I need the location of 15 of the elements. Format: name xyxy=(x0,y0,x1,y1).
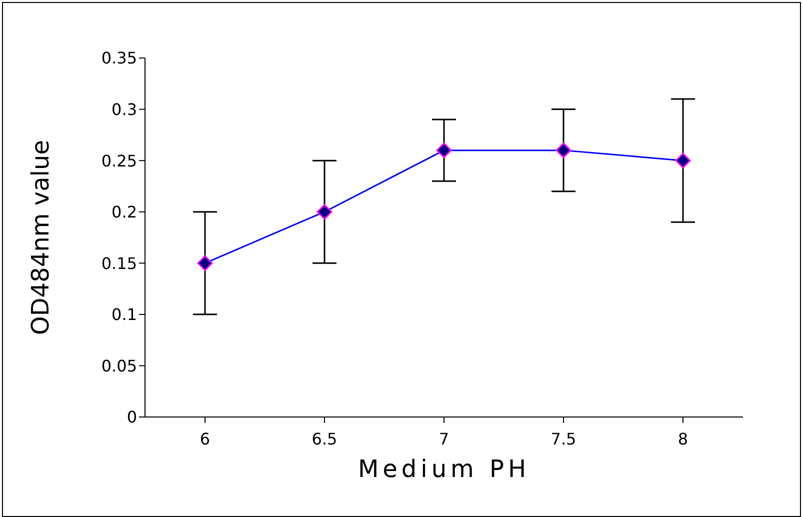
y-tick-label: 0.25 xyxy=(101,151,137,170)
y-tick-label: 0.1 xyxy=(112,305,137,324)
y-tick-label: 0.3 xyxy=(112,100,137,119)
y-axis-title: OD484nm value xyxy=(26,140,55,335)
x-tick-label: 8 xyxy=(678,429,688,448)
x-tick-label: 7 xyxy=(438,429,450,448)
x-tick-label: 7.5 xyxy=(550,429,576,448)
x-axis-title: Medium PH xyxy=(358,455,530,483)
y-tick-label: 0.15 xyxy=(101,254,137,273)
y-tick-label: 0 xyxy=(126,408,137,427)
y-tick-label: 0.35 xyxy=(101,48,137,68)
x-tick-label: 6.5 xyxy=(312,429,338,448)
x-tick-label: 6 xyxy=(200,429,210,448)
y-tick-label: 0.05 xyxy=(101,356,137,376)
y-tick-label: 0.2 xyxy=(112,202,137,222)
